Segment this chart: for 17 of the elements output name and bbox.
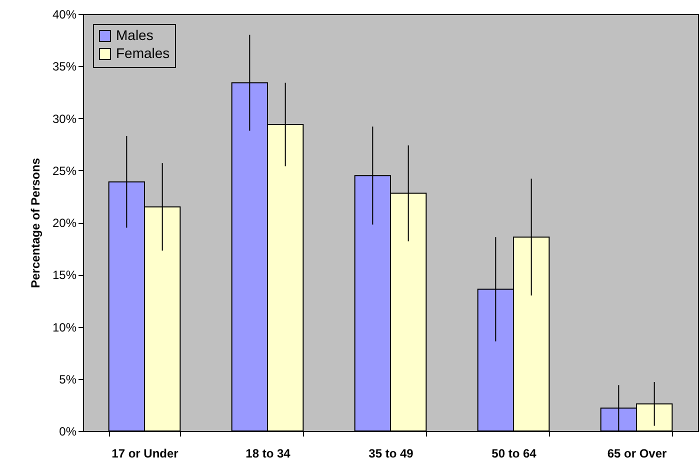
y-axis-title: Percentage of Persons — [28, 158, 42, 288]
y-tick-label: 0% — [59, 424, 77, 438]
x-tick-label: 18 to 34 — [246, 446, 291, 460]
y-tick-label: 30% — [52, 112, 77, 126]
y-tick-label: 5% — [59, 372, 77, 386]
y-tick-label: 35% — [52, 60, 77, 74]
y-tick-label: 20% — [52, 216, 77, 230]
x-tick-label: 17 or Under — [112, 446, 179, 460]
y-tick-label: 25% — [52, 164, 77, 178]
x-tick-label: 50 to 64 — [492, 446, 537, 460]
x-tick-label: 65 or Over — [607, 446, 668, 460]
y-tick-label: 10% — [52, 320, 77, 334]
legend-label: Females — [116, 45, 170, 61]
x-tick-label: 35 to 49 — [368, 446, 414, 460]
y-tick-label: 15% — [52, 268, 77, 282]
legend-label: Males — [116, 27, 154, 43]
y-tick-label: 40% — [52, 8, 77, 22]
